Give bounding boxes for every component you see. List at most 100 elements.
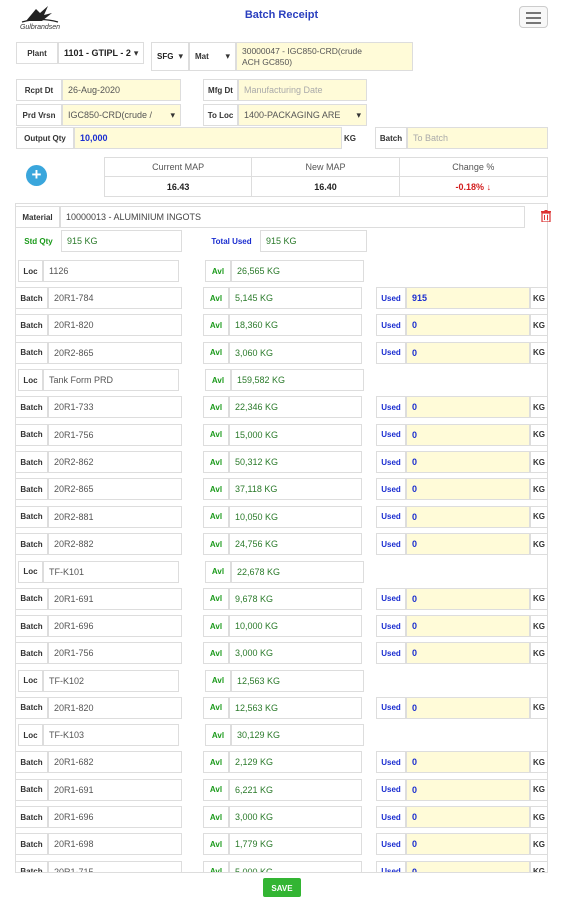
loc-name: Tank Form PRD — [43, 369, 179, 392]
delete-material-icon[interactable] — [541, 210, 551, 223]
batch-number[interactable]: 20R1-715 — [48, 860, 182, 872]
batch-number[interactable]: 20R1-756 — [48, 642, 182, 665]
type-select[interactable]: SFG — [151, 42, 189, 71]
prd-version-label: Prd Vrsn — [16, 104, 62, 126]
batch-avl-label: Avl — [203, 287, 229, 309]
batch-number[interactable]: 20R1-696 — [48, 615, 182, 637]
used-qty-input[interactable]: 0 — [406, 587, 530, 610]
material-name: 10000013 - ALUMINIUM INGOTS — [60, 206, 525, 228]
batch-avl-value: 3,060 KG — [229, 341, 362, 364]
used-qty-input[interactable]: 0 — [406, 615, 530, 637]
used-label: Used — [376, 642, 406, 665]
used-qty-input[interactable]: 0 — [406, 396, 530, 419]
batch-number[interactable]: 20R1-820 — [48, 696, 182, 719]
used-qty-input[interactable]: 0 — [406, 505, 530, 528]
output-qty-input[interactable]: 10,000 — [74, 127, 342, 149]
panel-row: Batch 20R1-784 Avl 5,145 KG Used 915 KG — [16, 287, 547, 309]
change-value: -0.18% ↓ — [455, 182, 492, 192]
used-qty-input[interactable]: 915 — [406, 287, 530, 309]
material-line2: ACH GC850) — [242, 56, 293, 67]
batch-avl-value: 37,118 KG — [229, 478, 362, 501]
used-label: Used — [376, 778, 406, 801]
used-qty-input[interactable]: 0 — [406, 451, 530, 473]
batch-avl-value: 24,756 KG — [229, 533, 362, 556]
used-unit: KG — [530, 860, 547, 872]
rcpt-date-input[interactable]: 26-Aug-2020 — [62, 79, 181, 101]
used-qty-input[interactable]: 0 — [406, 696, 530, 719]
batch-number[interactable]: 20R1-691 — [48, 778, 182, 801]
batch-avl-value: 22,346 KG — [229, 396, 362, 419]
used-unit: KG — [530, 615, 547, 637]
used-qty-input[interactable]: 0 — [406, 833, 530, 856]
batch-label: Batch — [16, 860, 48, 872]
batch-avl-label: Avl — [203, 587, 229, 610]
batch-number[interactable]: 20R1-756 — [48, 423, 182, 446]
batch-label: Batch — [16, 615, 48, 637]
batch-avl-label: Avl — [203, 423, 229, 446]
batch-number[interactable]: 20R1-733 — [48, 396, 182, 419]
batch-number[interactable]: 20R1-698 — [48, 833, 182, 856]
panel-row: Batch 20R1-696 Avl 3,000 KG Used 0 KG — [16, 806, 547, 828]
to-loc-select[interactable]: 1400-PACKAGING ARE — [238, 104, 367, 126]
used-qty-input[interactable]: 0 — [406, 751, 530, 774]
mfg-date-input[interactable]: Manufacturing Date — [238, 79, 367, 101]
batch-label: Batch — [16, 806, 48, 828]
panel-row: Batch 20R1-682 Avl 2,129 KG Used 0 KG — [16, 751, 547, 774]
batch-number[interactable]: 20R1-691 — [48, 587, 182, 610]
used-unit: KG — [530, 778, 547, 801]
batch-number[interactable]: 20R2-865 — [48, 478, 182, 501]
batch-number[interactable]: 20R1-820 — [48, 314, 182, 337]
used-unit: KG — [530, 505, 547, 528]
batch-avl-value: 3,000 KG — [229, 806, 362, 828]
used-unit: KG — [530, 751, 547, 774]
used-qty-input[interactable]: 0 — [406, 341, 530, 364]
mat-select[interactable]: Mat — [189, 42, 236, 71]
used-qty-input[interactable]: 0 — [406, 642, 530, 665]
batch-number[interactable]: 20R1-696 — [48, 806, 182, 828]
plant-select[interactable]: 1101 - GTIPL - 2 — [58, 42, 144, 64]
batch-label: Batch — [16, 696, 48, 719]
material-line1: 30000047 - IGC850-CRD(crude — [242, 45, 363, 56]
batch-number[interactable]: 20R1-682 — [48, 751, 182, 774]
save-button[interactable]: SAVE — [263, 878, 301, 897]
loc-avl-value: 30,129 KG — [231, 724, 364, 747]
to-batch-input[interactable]: To Batch — [407, 127, 548, 149]
to-loc-label: To Loc — [203, 104, 238, 126]
prd-version-select[interactable]: IGC850-CRD(crude / — [62, 104, 181, 126]
batch-avl-value: 6,221 KG — [229, 778, 362, 801]
output-unit: KG — [342, 127, 358, 149]
loc-avl-value: 12,563 KG — [231, 669, 364, 692]
loc-label: Loc — [18, 560, 43, 583]
batch-number[interactable]: 20R2-862 — [48, 451, 182, 473]
used-unit: KG — [530, 314, 547, 337]
batch-label: Batch — [16, 341, 48, 364]
panel-row: Loc TF-K102 Avl 12,563 KG — [16, 669, 364, 692]
batch-number[interactable]: 20R2-881 — [48, 505, 182, 528]
batch-label: Batch — [16, 451, 48, 473]
material-field[interactable]: 30000047 - IGC850-CRD(crude ACH GC850) — [236, 42, 413, 71]
used-qty-input[interactable]: 0 — [406, 778, 530, 801]
loc-avl-label: Avl — [205, 260, 231, 282]
used-qty-input[interactable]: 0 — [406, 314, 530, 337]
batch-number[interactable]: 20R2-865 — [48, 341, 182, 364]
used-qty-input[interactable]: 0 — [406, 806, 530, 828]
batch-number[interactable]: 20R2-882 — [48, 533, 182, 556]
used-qty-input[interactable]: 0 — [406, 533, 530, 556]
used-unit: KG — [530, 451, 547, 473]
total-used-label: Total Used — [203, 230, 260, 252]
used-qty-input[interactable]: 0 — [406, 423, 530, 446]
panel-row: Batch 20R1-756 Avl 3,000 KG Used 0 KG — [16, 642, 547, 665]
used-qty-input[interactable]: 0 — [406, 860, 530, 872]
add-material-button[interactable]: + — [26, 165, 47, 186]
used-unit: KG — [530, 533, 547, 556]
panel-row: Material 10000013 - ALUMINIUM INGOTS — [16, 206, 525, 228]
to-batch-label: Batch — [375, 127, 407, 149]
used-qty-input[interactable]: 0 — [406, 478, 530, 501]
used-label: Used — [376, 615, 406, 637]
batch-avl-value: 2,129 KG — [229, 751, 362, 774]
batch-number[interactable]: 20R1-784 — [48, 287, 182, 309]
loc-name: 1126 — [43, 260, 179, 282]
used-unit: KG — [530, 396, 547, 419]
menu-button[interactable] — [519, 6, 548, 28]
used-label: Used — [376, 396, 406, 419]
